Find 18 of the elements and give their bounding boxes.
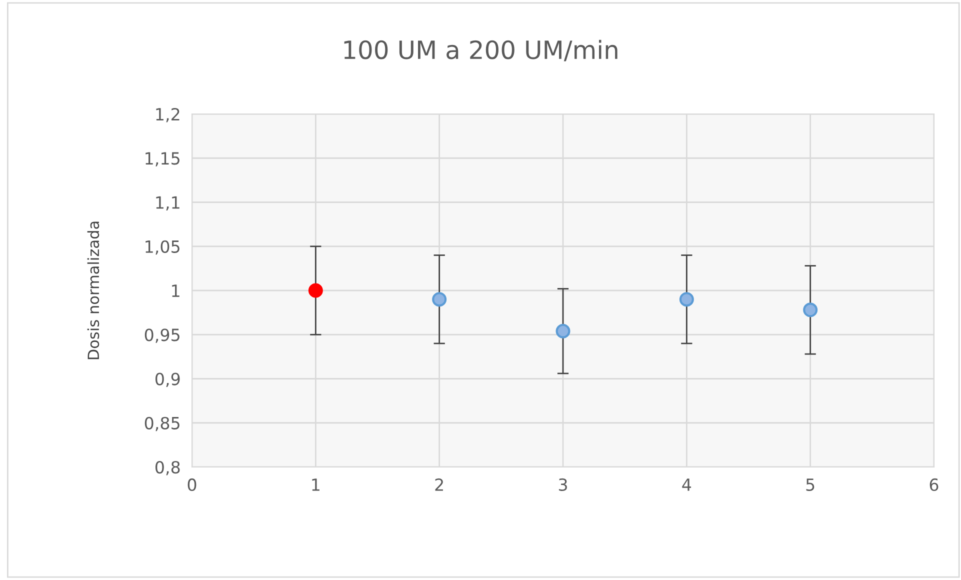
chart-title: 100 UM a 200 UM/min: [344, 40, 618, 62]
x-tick-label: 1: [312, 478, 320, 491]
x-tick-label: 3: [558, 478, 567, 492]
y-tick-label: 0,8: [155, 460, 180, 476]
y-tick-label: 0,95: [144, 328, 180, 343]
y-tick-label: 1,1: [156, 196, 180, 211]
y-tick-label: 1: [172, 284, 180, 297]
y-tick-label: 1,2: [156, 108, 180, 122]
x-tick-label: 5: [806, 478, 814, 492]
y-tick-label: 1,15: [146, 152, 180, 166]
y-axis-title: Dosis normalizada: [87, 222, 100, 360]
y-tick-label: 0,85: [144, 416, 180, 432]
y-tick-label: 0,9: [155, 372, 180, 388]
x-tick-label: 2: [435, 478, 443, 491]
x-tick-label: 6: [930, 478, 938, 492]
x-tick-label: 0: [188, 478, 196, 492]
x-tick-label: 4: [682, 478, 692, 491]
y-tick-label: 1,05: [146, 240, 180, 255]
